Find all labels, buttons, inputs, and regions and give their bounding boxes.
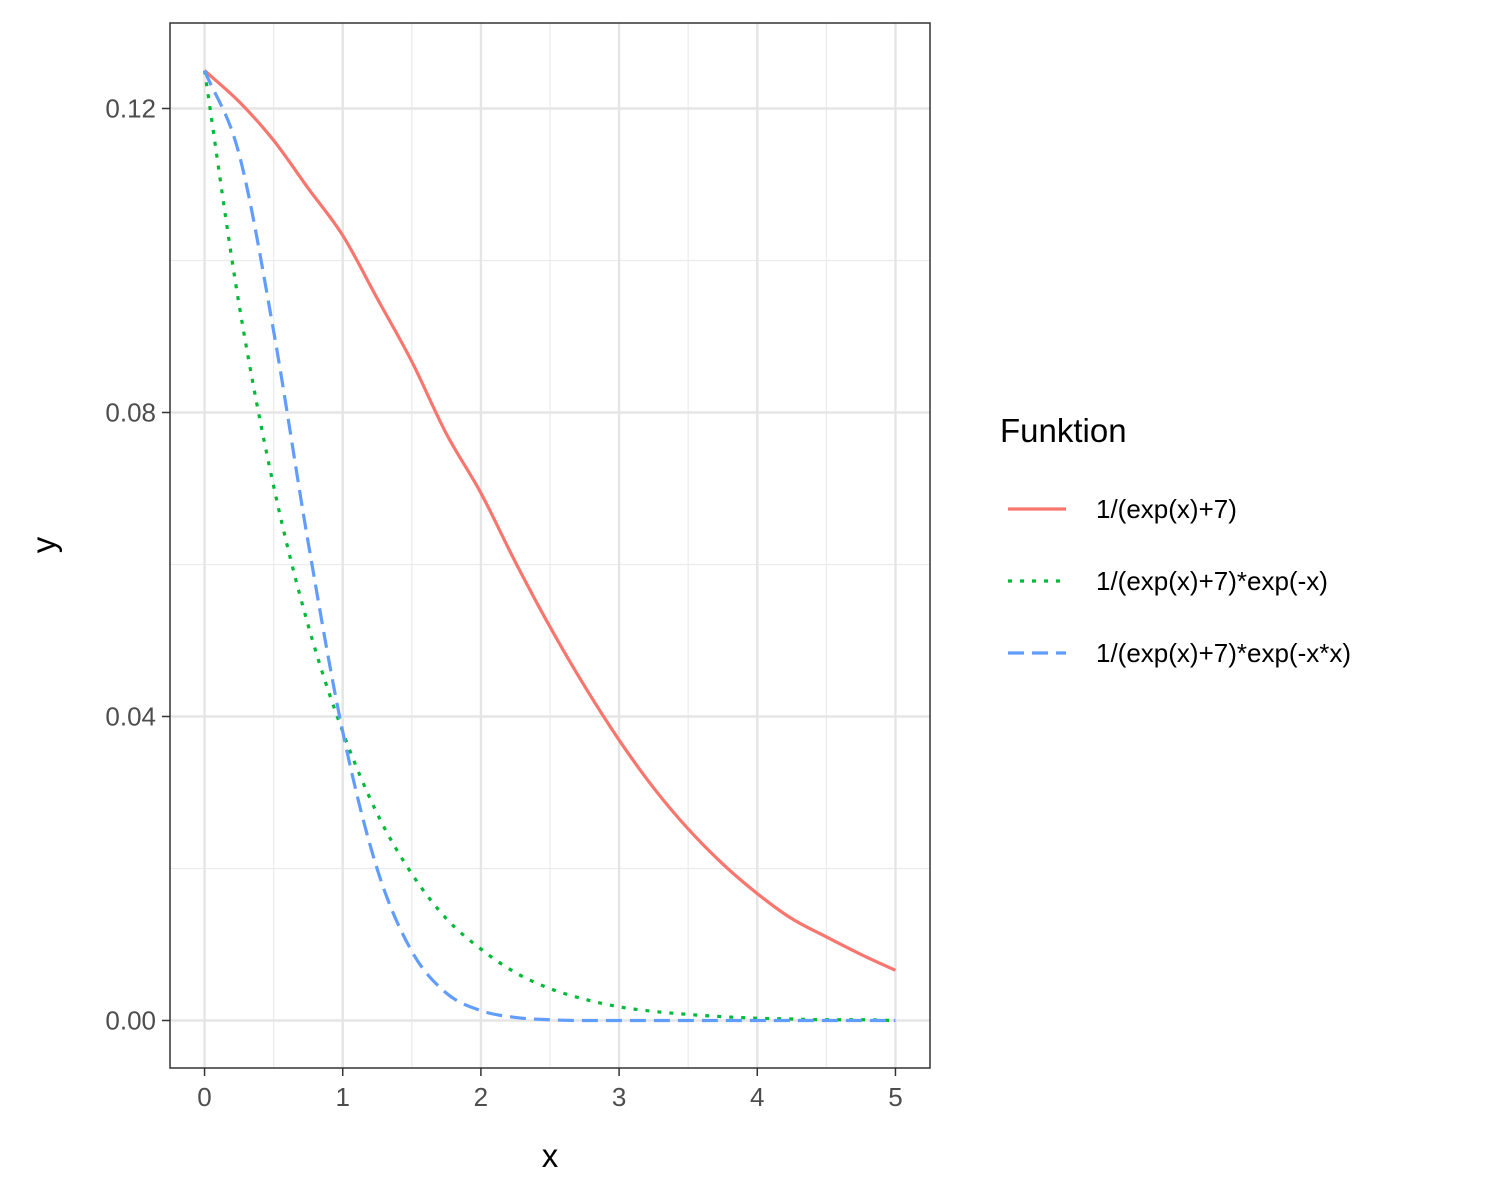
minor-gridlines xyxy=(170,23,930,1068)
x-tick-label: 0 xyxy=(197,1082,211,1112)
x-tick-label: 2 xyxy=(474,1082,488,1112)
y-tick-label: 0.04 xyxy=(105,702,156,732)
legend-title: Funktion xyxy=(1000,412,1127,449)
series-line-3 xyxy=(203,69,896,1023)
x-tick-label: 5 xyxy=(888,1082,902,1112)
y-axis-title: y xyxy=(25,536,62,553)
series-line-1 xyxy=(203,69,897,972)
y-tick-label: 0.08 xyxy=(105,398,156,428)
y-tick-label: 0.12 xyxy=(105,94,156,124)
x-tick-label: 1 xyxy=(335,1082,349,1112)
legend-label-2: 1/(exp(x)+7)*exp(-x) xyxy=(1096,566,1328,596)
plot-panel-border xyxy=(169,22,931,1069)
legend-label-1: 1/(exp(x)+7) xyxy=(1096,494,1237,524)
x-axis: 0 1 2 3 4 5 xyxy=(197,1068,903,1112)
series-line-2 xyxy=(202,70,896,1023)
y-tick-label: 0.00 xyxy=(105,1006,156,1036)
x-axis-title: x xyxy=(542,1137,559,1174)
legend-label-3: 1/(exp(x)+7)*exp(-x*x) xyxy=(1096,638,1351,668)
x-tick-label: 3 xyxy=(612,1082,626,1112)
series-layer xyxy=(202,69,897,1023)
y-axis: 0.00 0.04 0.08 0.12 xyxy=(105,94,170,1036)
x-tick-label: 4 xyxy=(750,1082,764,1112)
legend: Funktion 1/(exp(x)+7) 1/(exp(x)+7)*exp(-x… xyxy=(1000,412,1351,668)
